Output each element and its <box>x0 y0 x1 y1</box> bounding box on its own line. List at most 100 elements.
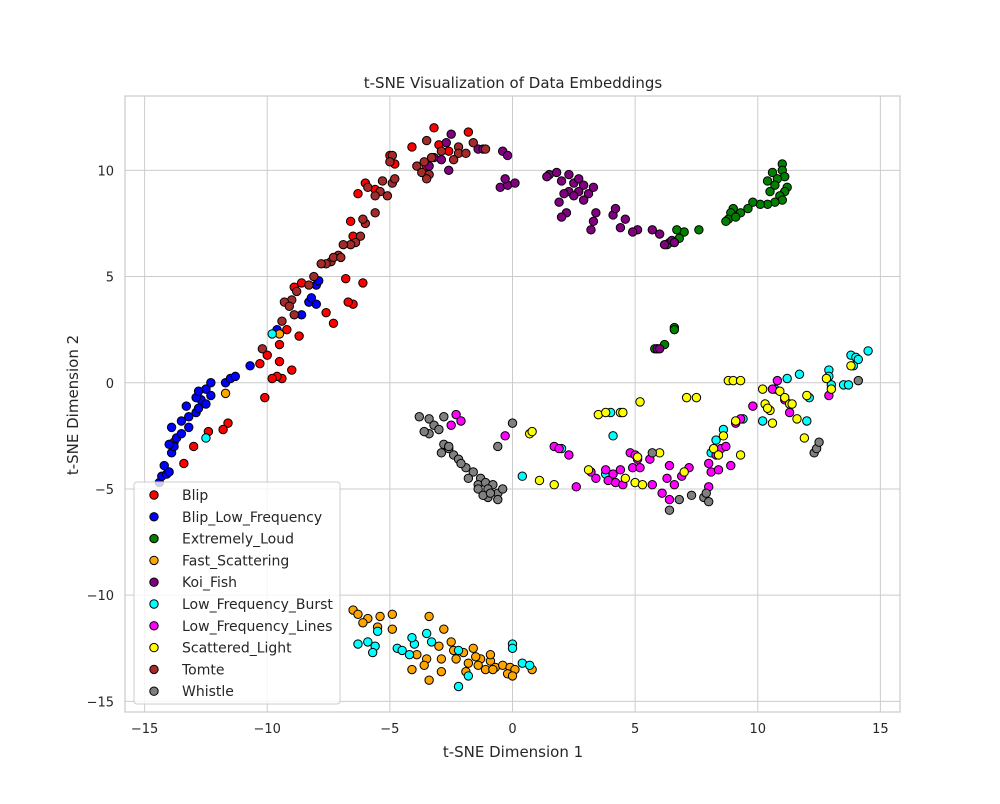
data-point <box>767 418 778 428</box>
x-tick-label: −15 <box>131 722 158 737</box>
data-point <box>341 273 351 284</box>
data-point <box>284 301 295 311</box>
data-point <box>704 458 714 469</box>
data-point <box>826 384 837 394</box>
data-point <box>375 611 385 622</box>
data-point <box>448 155 459 165</box>
data-point <box>586 225 596 235</box>
legend-label: Fast_Scattering <box>182 553 289 569</box>
y-axis-label: t-SNE Dimension 2 <box>64 335 82 475</box>
data-point <box>542 172 552 182</box>
data-point <box>821 373 832 384</box>
data-point <box>588 182 599 193</box>
legend-marker <box>149 577 159 587</box>
data-point <box>424 675 434 685</box>
data-point <box>632 452 643 462</box>
data-point <box>770 180 780 190</box>
data-point <box>708 443 719 454</box>
legend-item: Whistle <box>149 684 234 700</box>
data-point <box>556 212 567 222</box>
data-point <box>453 681 464 692</box>
data-point <box>485 488 496 498</box>
legend-item: Tomte <box>149 662 224 678</box>
legend-item: Low_Frequency_Lines <box>149 619 332 635</box>
data-point <box>654 344 665 354</box>
data-point <box>654 229 665 239</box>
data-point <box>574 174 584 184</box>
data-point <box>414 412 425 422</box>
points <box>154 123 873 692</box>
data-point <box>608 469 618 479</box>
data-point <box>206 378 216 388</box>
data-point <box>282 324 292 335</box>
data-point <box>718 431 729 441</box>
data-point <box>554 197 564 207</box>
data-point <box>583 465 594 475</box>
legend-marker <box>149 664 159 675</box>
data-point <box>502 150 513 161</box>
data-point <box>471 652 481 662</box>
data-point <box>345 216 356 227</box>
data-point <box>363 637 373 647</box>
data-point <box>468 467 478 477</box>
x-tick-label: 5 <box>631 722 639 737</box>
y-tick-label: −15 <box>87 695 114 710</box>
data-point <box>500 174 510 184</box>
series-whistle <box>414 375 864 515</box>
y-tick-label: 10 <box>97 164 114 179</box>
data-point <box>735 375 746 386</box>
plot-frame <box>124 95 901 713</box>
x-tick-label: 15 <box>872 722 889 737</box>
data-point <box>463 127 474 137</box>
legend-item: Scattered_Light <box>149 641 292 657</box>
data-point <box>792 414 802 424</box>
y-tick-label: −5 <box>95 483 114 498</box>
data-point <box>206 390 216 401</box>
data-point <box>762 403 773 413</box>
data-point <box>664 460 675 471</box>
data-point <box>316 259 326 269</box>
data-point <box>385 157 395 167</box>
data-point <box>772 375 783 386</box>
data-point <box>846 361 856 371</box>
data-point <box>309 271 319 282</box>
legend-marker <box>149 490 159 500</box>
data-point <box>588 216 599 227</box>
data-point <box>814 437 824 447</box>
data-point <box>647 480 657 490</box>
data-point <box>358 214 368 224</box>
data-point <box>407 632 417 643</box>
legend-item: Low_Frequency_Burst <box>149 597 333 613</box>
data-point <box>436 654 447 664</box>
data-point <box>549 480 559 490</box>
data-point <box>397 645 407 656</box>
data-point <box>218 424 228 435</box>
data-point <box>444 165 454 176</box>
data-point <box>578 180 589 190</box>
legend-label: Blip_Low_Frequency <box>182 510 322 526</box>
data-point <box>569 191 579 201</box>
data-point <box>176 429 187 439</box>
data-point <box>412 161 422 171</box>
data-point <box>664 494 675 505</box>
data-point <box>353 189 363 199</box>
data-point <box>686 490 697 501</box>
legend-label: Low_Frequency_Lines <box>182 619 332 635</box>
data-point <box>488 664 498 675</box>
data-point <box>436 448 447 458</box>
data-point <box>223 418 233 428</box>
data-point <box>274 356 285 367</box>
data-point <box>368 647 378 658</box>
legend-label: Tomte <box>181 662 224 678</box>
data-point <box>659 239 670 250</box>
data-point <box>260 392 270 403</box>
data-point <box>726 460 736 471</box>
data-point <box>627 227 638 237</box>
data-point <box>363 182 373 193</box>
data-point <box>419 426 429 437</box>
data-point <box>564 450 574 460</box>
data-point <box>497 484 508 494</box>
data-point <box>387 609 398 619</box>
data-point <box>436 155 447 165</box>
data-point <box>451 654 461 664</box>
